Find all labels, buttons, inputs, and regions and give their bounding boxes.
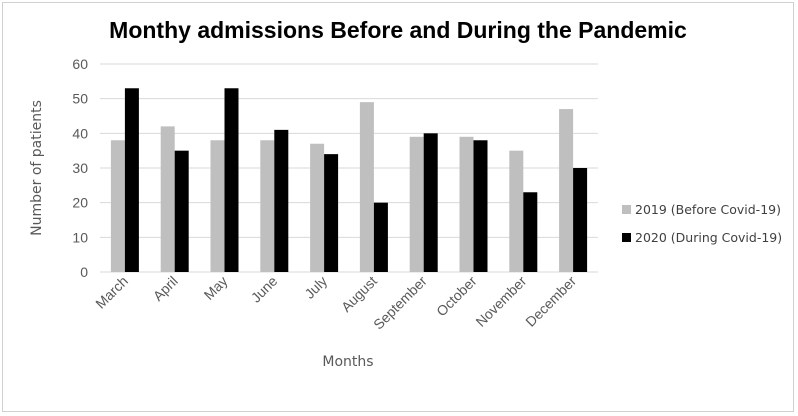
bar [310, 143, 325, 272]
bar [124, 88, 139, 273]
bar [160, 126, 175, 273]
x-tick-label: August [338, 273, 380, 315]
y-tick-label: 20 [72, 195, 88, 211]
x-tick-label: September [370, 273, 430, 333]
chart-title: Monthy admissions Before and During the … [109, 17, 687, 43]
x-tick-label: October [433, 273, 480, 320]
legend-swatch [622, 233, 631, 242]
legend: 2019 (Before Covid-19) 2020 (During Covid… [622, 202, 782, 245]
bar [509, 150, 524, 272]
y-tick-labels: 0 10 20 30 40 50 60 [72, 56, 88, 280]
y-tick-label: 40 [72, 125, 88, 141]
bar [324, 154, 339, 272]
bar [274, 129, 289, 272]
bar [559, 109, 574, 272]
bar [110, 140, 125, 272]
bar [409, 136, 424, 272]
x-tick-label: June [248, 273, 281, 306]
x-tick-label: April [150, 273, 181, 304]
y-tick-label: 0 [80, 264, 88, 280]
x-tick-label: May [201, 273, 231, 303]
y-tick-label: 10 [72, 229, 88, 245]
bars [110, 88, 588, 273]
bar [260, 140, 275, 272]
x-axis-label: Months [322, 354, 373, 370]
bar [423, 133, 438, 272]
bar [359, 102, 374, 272]
bar [210, 140, 225, 272]
y-tick-label: 50 [72, 91, 88, 107]
bar [573, 168, 588, 272]
bar [473, 140, 488, 272]
y-axis-label: Number of patients [29, 100, 45, 236]
x-tick-label: November [472, 273, 529, 330]
x-tick-label: July [301, 273, 330, 302]
legend-swatch [622, 205, 631, 214]
x-tick-label: March [92, 273, 131, 312]
legend-label: 2019 (Before Covid-19) [635, 202, 781, 217]
bar [523, 192, 538, 272]
y-tick-label: 30 [72, 160, 88, 176]
y-tick-label: 60 [72, 56, 88, 72]
x-tick-label: December [522, 273, 579, 330]
bar [224, 88, 239, 273]
legend-label: 2020 (During Covid-19) [635, 230, 782, 245]
bar [459, 136, 474, 272]
bar [174, 150, 189, 272]
bar [373, 202, 388, 272]
